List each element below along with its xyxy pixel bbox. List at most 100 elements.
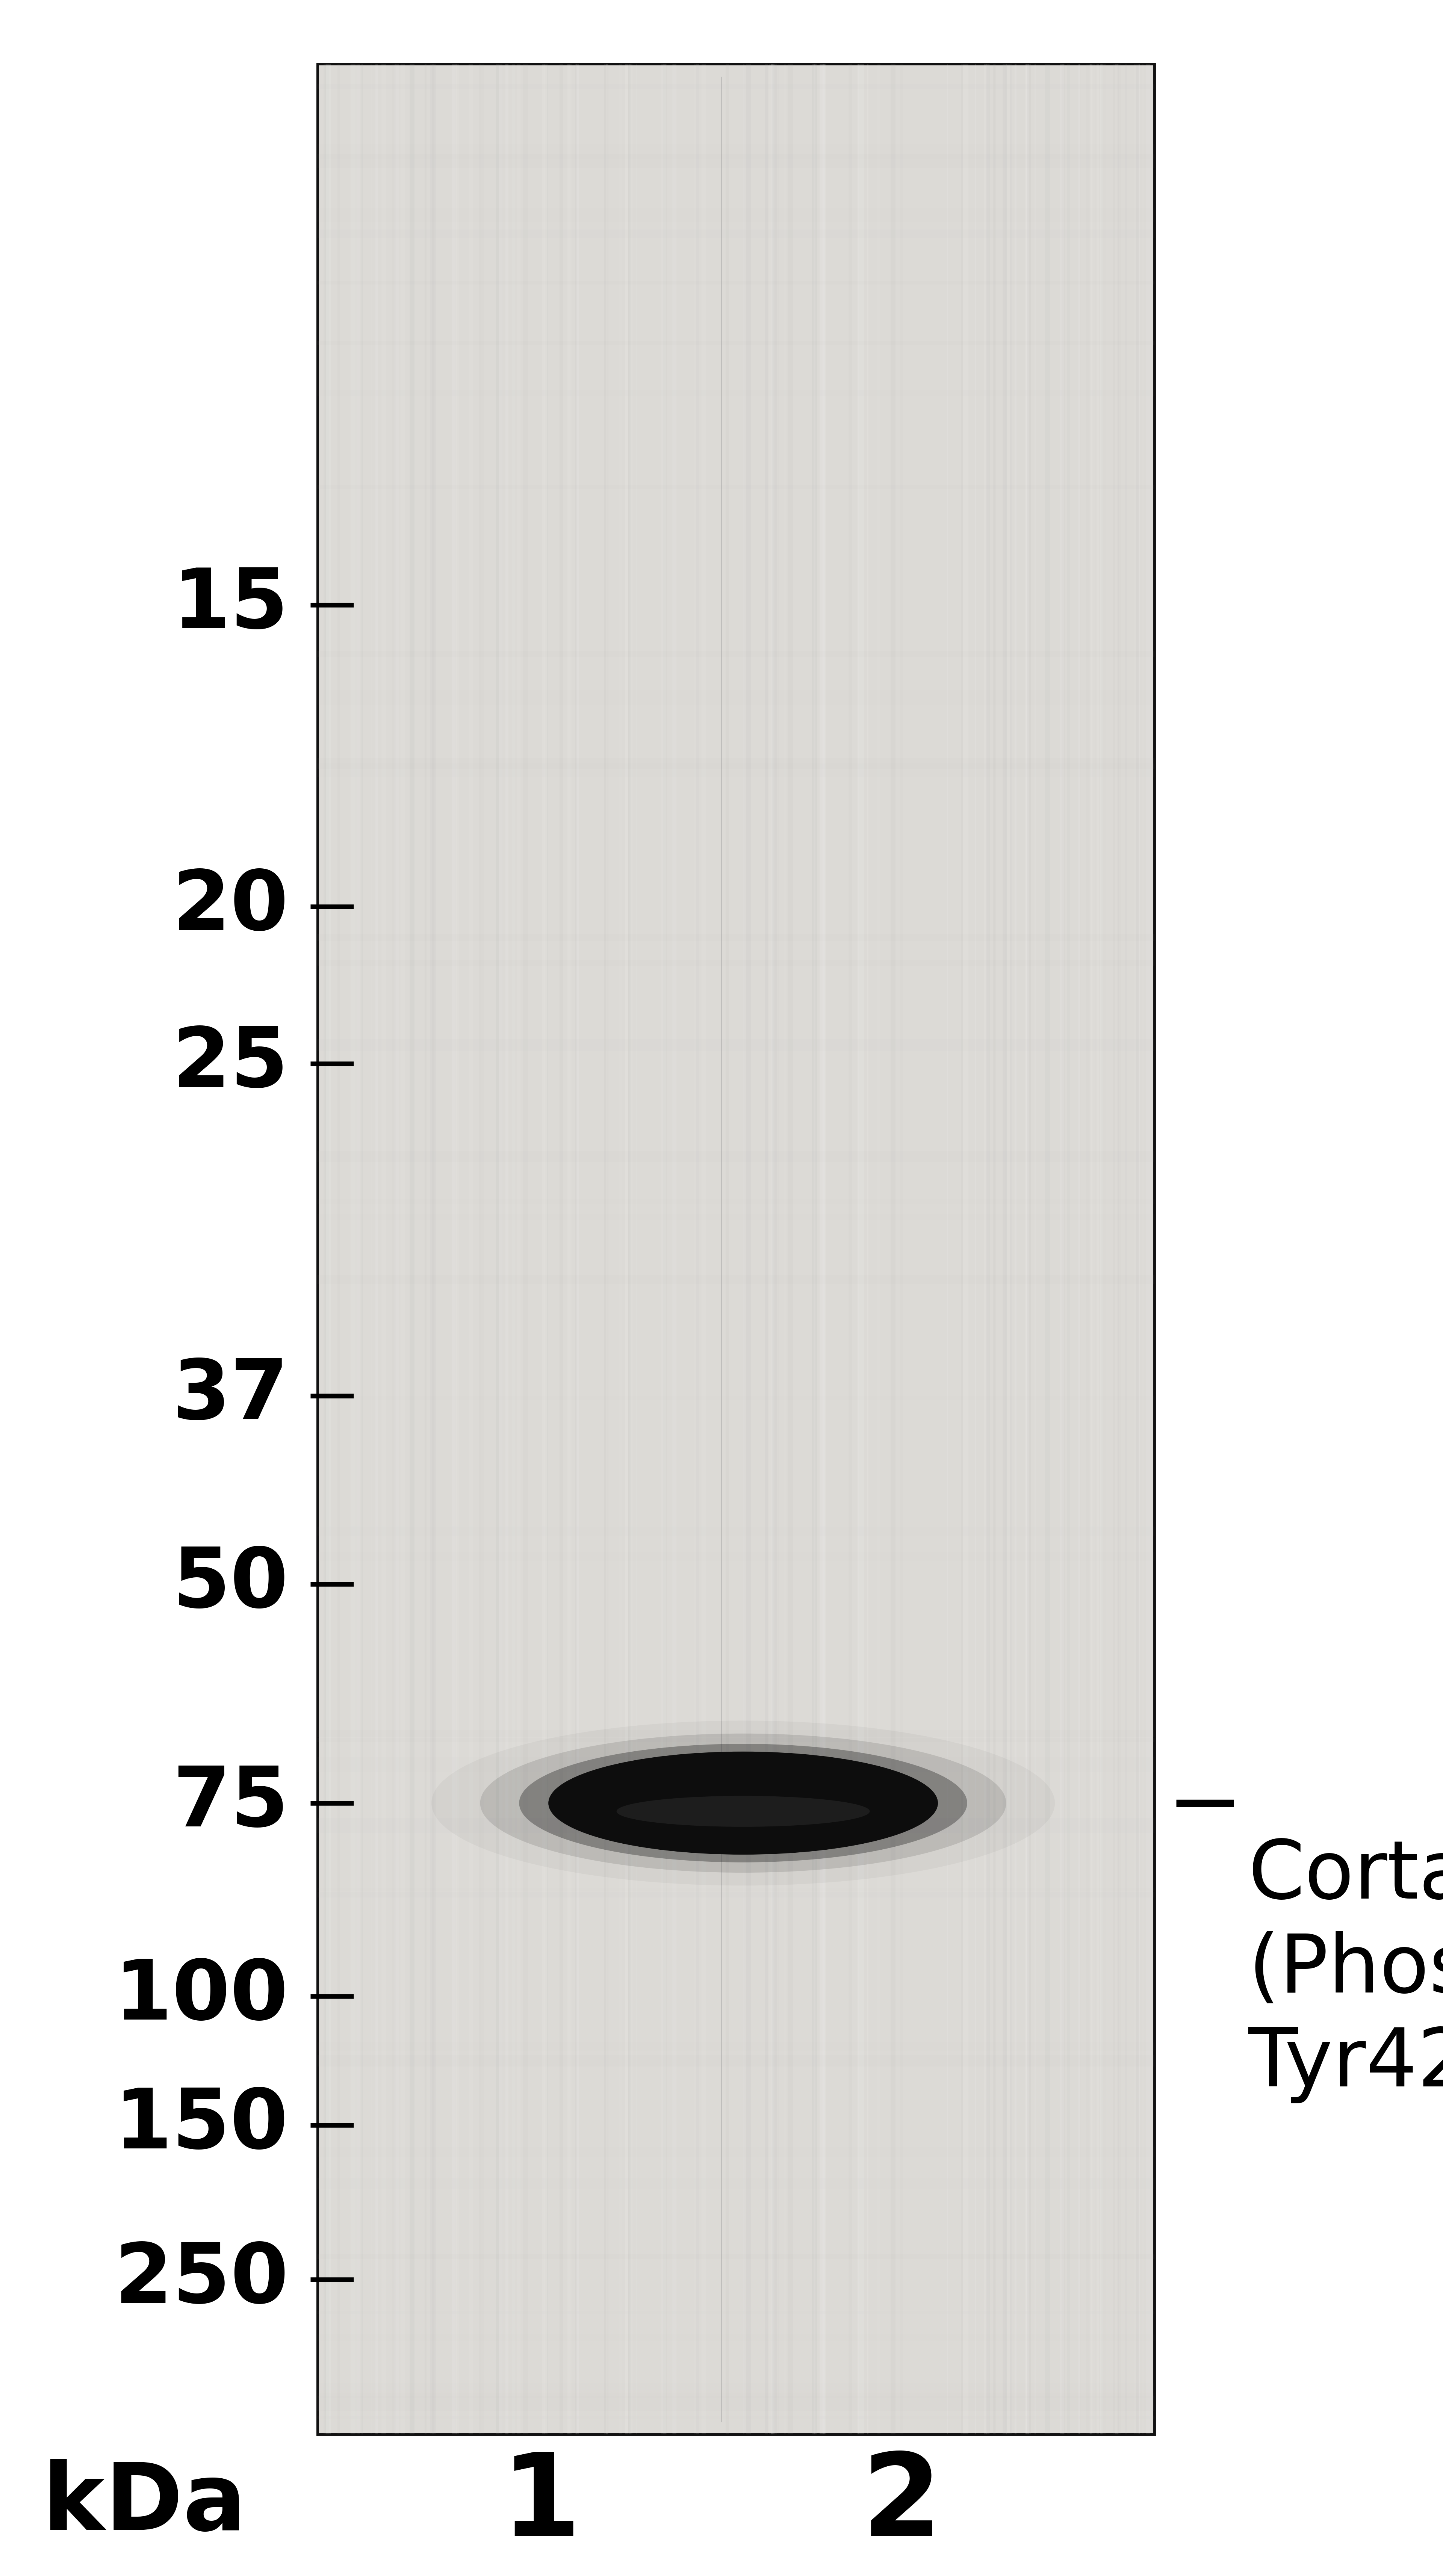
Bar xyxy=(401,64,404,2434)
Bar xyxy=(1078,64,1081,2434)
Bar xyxy=(325,64,329,2434)
Bar xyxy=(424,64,427,2434)
Bar xyxy=(317,389,1154,397)
Bar xyxy=(820,64,825,2434)
Bar xyxy=(317,2311,1154,2313)
Bar xyxy=(859,64,864,2434)
Bar xyxy=(1062,64,1065,2434)
Bar xyxy=(1027,64,1030,2434)
Bar xyxy=(1100,64,1102,2434)
Bar xyxy=(823,64,825,2434)
Bar xyxy=(986,64,990,2434)
Bar xyxy=(544,64,547,2434)
Bar xyxy=(317,229,1154,240)
Bar xyxy=(811,64,817,2434)
Ellipse shape xyxy=(548,1752,938,1855)
Bar xyxy=(574,64,577,2434)
Bar xyxy=(352,64,356,2434)
Bar xyxy=(317,1151,1154,1162)
Bar xyxy=(1146,64,1150,2434)
Bar xyxy=(857,64,859,2434)
Bar xyxy=(317,2393,1154,2398)
Bar xyxy=(567,64,570,2434)
Text: 100: 100 xyxy=(114,1955,289,2038)
Bar xyxy=(694,64,700,2434)
Bar xyxy=(505,64,508,2434)
Bar xyxy=(456,64,459,2434)
Bar xyxy=(867,64,869,2434)
Bar xyxy=(317,1528,1154,1535)
Bar xyxy=(975,64,977,2434)
Bar xyxy=(317,1216,1154,1221)
Bar xyxy=(1025,64,1026,2434)
Bar xyxy=(877,64,880,2434)
Text: kDa: kDa xyxy=(42,2458,247,2550)
Bar xyxy=(628,64,631,2434)
Bar xyxy=(410,64,414,2434)
Bar xyxy=(452,64,456,2434)
Bar xyxy=(522,64,528,2434)
Bar xyxy=(317,1891,1154,1899)
Bar xyxy=(317,2043,1154,2050)
Bar xyxy=(317,281,1154,286)
Bar xyxy=(772,64,775,2434)
Bar xyxy=(814,64,815,2434)
Bar xyxy=(317,2416,1154,2419)
Bar xyxy=(625,64,628,2434)
Bar xyxy=(326,64,332,2434)
Bar xyxy=(395,64,398,2434)
Bar xyxy=(1066,64,1071,2434)
Bar xyxy=(672,64,677,2434)
Bar xyxy=(512,64,515,2434)
Bar xyxy=(317,1396,1154,1401)
Bar xyxy=(317,935,1154,940)
Bar xyxy=(317,1888,1154,1891)
Bar xyxy=(820,64,824,2434)
Bar xyxy=(431,64,434,2434)
Bar xyxy=(317,762,1154,778)
Bar xyxy=(430,64,436,2434)
Bar xyxy=(1097,64,1100,2434)
Text: 37: 37 xyxy=(172,1355,289,1437)
Bar xyxy=(317,155,1154,167)
Bar xyxy=(317,209,1154,222)
Bar xyxy=(317,2396,1154,2411)
Bar xyxy=(317,144,1154,160)
Bar xyxy=(1014,64,1016,2434)
Bar xyxy=(317,757,1154,770)
Text: Cortactin
(Phospho-
Tyr421): Cortactin (Phospho- Tyr421) xyxy=(1248,1837,1443,2102)
Bar xyxy=(1089,64,1095,2434)
Bar xyxy=(605,64,609,2434)
Bar xyxy=(358,64,361,2434)
Bar xyxy=(317,961,1154,966)
Bar xyxy=(317,85,1154,90)
Bar xyxy=(1003,64,1007,2434)
Bar xyxy=(317,1819,1154,1832)
Bar xyxy=(560,64,563,2434)
Bar xyxy=(1101,64,1105,2434)
Bar xyxy=(771,64,773,2434)
Bar xyxy=(381,64,385,2434)
Bar xyxy=(629,64,632,2434)
Bar xyxy=(317,484,1154,489)
Bar xyxy=(1115,64,1118,2434)
Bar xyxy=(890,64,896,2434)
Bar xyxy=(1102,64,1105,2434)
Bar xyxy=(775,64,776,2434)
Bar xyxy=(619,64,622,2434)
Bar xyxy=(317,1731,1154,1739)
Bar xyxy=(317,2383,1154,2396)
Bar xyxy=(984,64,987,2434)
Bar xyxy=(317,2179,1154,2190)
Bar xyxy=(1089,64,1092,2434)
Bar xyxy=(1061,64,1063,2434)
Text: 75: 75 xyxy=(172,1762,289,1844)
Bar xyxy=(1026,64,1029,2434)
Bar xyxy=(984,64,988,2434)
Bar xyxy=(371,64,372,2434)
Bar xyxy=(1045,64,1051,2434)
Bar xyxy=(697,64,698,2434)
Bar xyxy=(606,64,608,2434)
Bar xyxy=(567,64,571,2434)
Bar xyxy=(993,64,996,2434)
